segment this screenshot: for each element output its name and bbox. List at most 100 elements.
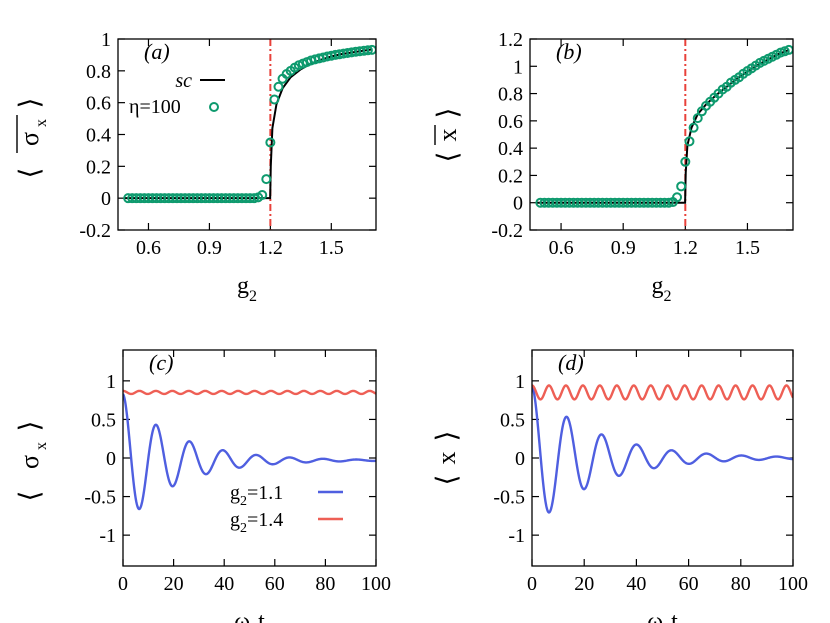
- legend-label-sub: 2: [240, 494, 247, 509]
- x-tick-label: 80: [731, 573, 751, 595]
- x-tick-label: 0.9: [197, 237, 222, 259]
- x-tick-label: 80: [315, 573, 335, 595]
- x-axis-label: ω0t: [234, 609, 265, 623]
- y-axis-label-a: ⟨ σx ⟩: [15, 98, 50, 179]
- y-tick-label: 0.5: [91, 409, 116, 431]
- panel-label: (a): [144, 39, 170, 64]
- y-tick-label: 0.2: [498, 165, 523, 187]
- panel-c: 020406080100-1-0.500.51(c)ω0tg2=1.1g2=1.…: [84, 349, 391, 623]
- data-point: [249, 193, 260, 204]
- plot-frame: [529, 38, 794, 231]
- series-line: [124, 48, 373, 200]
- angle-left: ⟨: [15, 491, 46, 502]
- x-axis-label-suffix: t: [258, 609, 265, 623]
- y-tick-label: 1.2: [498, 29, 523, 51]
- y-tick-label: -0.2: [491, 220, 523, 242]
- data-point: [273, 81, 284, 92]
- data-point: [261, 174, 272, 185]
- angle-left: ⟨: [15, 168, 46, 179]
- plot-area: [123, 44, 376, 204]
- series-line: [532, 384, 793, 401]
- legend-label-suffix: =1.1: [247, 482, 283, 504]
- angle-left: ⟨: [432, 475, 463, 486]
- x-axis-label-main: g: [237, 273, 249, 299]
- x-tick-label: 1.5: [735, 237, 760, 259]
- x-tick-label: 0.9: [611, 237, 636, 259]
- plot-frame: [531, 349, 794, 567]
- y-tick-label: 0.5: [500, 409, 525, 431]
- data-point: [362, 45, 373, 56]
- x-tick-label: 100: [361, 573, 391, 595]
- legend-label-eta: η=100: [129, 96, 181, 118]
- y-tick-label: -0.5: [493, 487, 525, 509]
- x-glyph: x: [433, 129, 462, 142]
- plot-frame: [122, 349, 377, 567]
- data-point: [672, 192, 683, 203]
- panel-label: (c): [149, 350, 173, 375]
- plot-area: [532, 384, 793, 514]
- y-tick-label: 0: [101, 188, 111, 210]
- data-point: [692, 113, 703, 124]
- angle-right: ⟩: [432, 431, 463, 442]
- legend-label-sub: 2: [240, 521, 247, 536]
- angle-left: ⟨: [433, 152, 464, 163]
- x-axis-label-suffix: t: [671, 609, 678, 623]
- x-tick-label: 60: [679, 573, 699, 595]
- y-tick-label: 0: [106, 448, 116, 470]
- x-axis-label-main: g: [652, 273, 664, 299]
- x-glyph: x: [432, 452, 461, 465]
- panel-d: 0 20 40 60 80 100 -1 -0.5 0 0.5 1 (d) ω0t: [493, 349, 808, 623]
- x-tick-label: 1.2: [258, 237, 283, 259]
- sigma-subscript: x: [33, 119, 50, 127]
- y-tick-label: 1: [513, 56, 523, 78]
- series-line: [532, 385, 793, 514]
- x-tick-label: 1.2: [673, 237, 698, 259]
- data-point: [257, 189, 268, 200]
- legend-label-1: g2=1.1: [230, 482, 283, 509]
- y-axis-label-c: ⟨ σx ⟩: [15, 421, 50, 502]
- y-tick-label: -1: [99, 525, 116, 547]
- data-point: [265, 137, 276, 148]
- angle-right: ⟩: [15, 98, 46, 109]
- y-axis-label-b: ⟨ x ⟩: [433, 108, 464, 163]
- panel-label: (b): [556, 39, 582, 64]
- sigma-glyph: σ: [15, 132, 44, 146]
- panel-a: 0.6 0.9 1.2 1.5 -0.2 0 0.2 0.4 0.6 0.8 1 (a) g2 sc η=1…: [79, 29, 377, 305]
- y-tick-label: -0.5: [84, 487, 116, 509]
- x-axis-label: g2: [652, 273, 672, 305]
- series-line: [123, 393, 376, 511]
- y-tick-label: -1: [508, 525, 525, 547]
- x-tick-label: 0.6: [136, 237, 161, 259]
- plot-frame: [117, 38, 377, 231]
- data-point: [680, 156, 691, 167]
- x-tick-label: 0: [118, 573, 128, 595]
- legend-label-main: g: [230, 509, 240, 531]
- x-tick-label: 20: [164, 573, 184, 595]
- y-tick-label: 0.6: [498, 111, 523, 133]
- y-tick-label: 0.6: [86, 93, 111, 115]
- y-tick-label: 1: [106, 371, 116, 393]
- y-tick-label: -0.2: [79, 220, 111, 242]
- y-tick-label: 1: [101, 29, 111, 51]
- y-axis-label-d: ⟨ x ⟩: [432, 431, 463, 486]
- data-point: [269, 94, 280, 105]
- plot-area: [535, 44, 793, 208]
- data-point: [684, 136, 695, 147]
- angle-right: ⟩: [15, 421, 46, 432]
- x-axis-label-main: ω: [647, 609, 663, 623]
- y-tick-label: 0.8: [498, 84, 523, 106]
- sigma-subscript: x: [33, 442, 50, 450]
- data-point: [676, 181, 687, 192]
- data-point: [663, 197, 674, 208]
- data-point: [688, 122, 699, 133]
- x-tick-label: 0.6: [549, 237, 574, 259]
- x-tick-label: 40: [214, 573, 234, 595]
- panel-label: (d): [558, 350, 584, 375]
- y-tick-label: 0: [515, 448, 525, 470]
- legend-marker-eta: [209, 102, 219, 112]
- legend-label-main: g: [230, 482, 240, 504]
- x-tick-label: 40: [626, 573, 646, 595]
- x-tick-label: 1.5: [319, 237, 344, 259]
- legend-label-suffix: =1.4: [247, 509, 283, 531]
- x-tick-label: 20: [574, 573, 594, 595]
